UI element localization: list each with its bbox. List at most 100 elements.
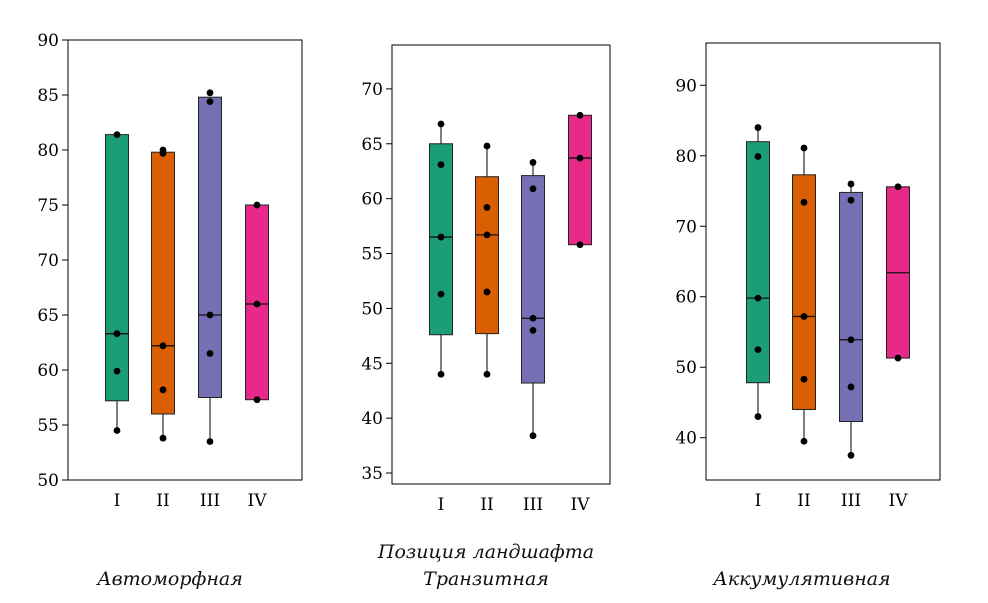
y-tick-label: 75 (37, 196, 59, 216)
data-point (253, 201, 261, 209)
data-point (159, 146, 167, 154)
data-point (159, 434, 167, 442)
data-point (529, 159, 537, 166)
data-point (483, 231, 491, 239)
y-tick-label: 60 (675, 288, 697, 308)
data-point (894, 183, 902, 191)
data-point (847, 180, 855, 188)
x-tick-label: IV (571, 495, 591, 515)
box-III (839, 180, 863, 459)
box-IV (886, 183, 910, 362)
y-tick-label: 90 (675, 76, 697, 96)
x-tick-label: III (841, 491, 861, 511)
data-point (529, 314, 537, 322)
x-tick-label: II (797, 491, 810, 511)
y-tick-label: 60 (361, 190, 383, 210)
data-point (483, 204, 491, 211)
y-tick-label: 55 (37, 416, 59, 436)
x-tick-label: I (755, 491, 762, 511)
box-IV (245, 201, 269, 404)
panel-title-accumulative: Аккумулятивная (711, 568, 890, 590)
y-tick-label: 80 (675, 147, 697, 167)
data-point (529, 185, 537, 193)
data-point (576, 154, 584, 162)
box-I (105, 131, 129, 434)
data-point (529, 432, 537, 440)
y-tick-label: 40 (675, 429, 697, 449)
data-point (437, 120, 445, 128)
y-tick-label: 50 (675, 358, 697, 378)
data-point (206, 438, 214, 445)
box-body (746, 141, 770, 384)
y-tick-label: 45 (361, 354, 383, 374)
y-tick-label: 70 (675, 217, 697, 237)
data-point (800, 198, 808, 206)
box-body (568, 114, 592, 246)
plot-frame (705, 42, 941, 481)
y-tick-label: 65 (37, 306, 59, 326)
data-point (483, 142, 491, 150)
data-point (754, 413, 762, 420)
data-point (113, 330, 121, 338)
x-tick-label: I (438, 495, 445, 515)
box-body (105, 134, 129, 402)
x-tick-label: III (523, 495, 543, 515)
data-point (206, 311, 214, 319)
data-point (206, 98, 214, 105)
box-body (151, 151, 175, 415)
data-point (437, 161, 445, 169)
box-body (839, 191, 863, 422)
box-body (198, 96, 222, 398)
data-point (206, 350, 214, 357)
data-point (800, 313, 808, 320)
box-IV (568, 111, 592, 249)
y-tick-label: 80 (37, 141, 59, 161)
data-point (113, 427, 121, 434)
data-point (754, 346, 762, 354)
y-tick-label: 50 (37, 471, 59, 491)
y-tick-label: 40 (361, 409, 383, 429)
data-point (847, 196, 855, 204)
data-point (754, 124, 762, 131)
data-point (206, 89, 214, 97)
data-point (483, 370, 491, 378)
box-II (792, 144, 816, 445)
y-tick-label: 90 (37, 31, 59, 51)
data-point (113, 131, 121, 139)
x-tick-label: III (200, 491, 220, 511)
data-point (800, 144, 808, 152)
y-tick-label: 60 (37, 361, 59, 381)
data-point (113, 367, 121, 375)
box-body (792, 174, 816, 411)
data-point (529, 326, 537, 334)
box-II (475, 142, 499, 378)
data-point (437, 370, 445, 378)
y-tick-label: 70 (37, 251, 59, 271)
data-point (576, 111, 584, 119)
data-point (847, 383, 855, 391)
data-point (847, 336, 855, 344)
data-point (437, 233, 445, 241)
data-point (253, 300, 261, 308)
data-point (754, 294, 762, 302)
x-tick-label: IV (248, 491, 268, 511)
panel-title-automorphic: Автоморфная (95, 568, 243, 590)
y-tick-label: 70 (361, 80, 383, 100)
box-body (521, 175, 545, 384)
x-tick-label: IV (889, 491, 909, 511)
data-point (159, 342, 167, 350)
data-point (253, 396, 261, 404)
data-point (800, 437, 808, 445)
x-tick-label: II (156, 491, 169, 511)
y-tick-label: 65 (361, 135, 383, 155)
data-point (483, 288, 491, 296)
x-tick-label: I (114, 491, 121, 511)
panel-title-transit: Транзитная (423, 568, 549, 590)
data-point (894, 354, 902, 362)
y-tick-label: 50 (361, 299, 383, 319)
box-III (198, 89, 222, 445)
data-point (437, 290, 445, 298)
